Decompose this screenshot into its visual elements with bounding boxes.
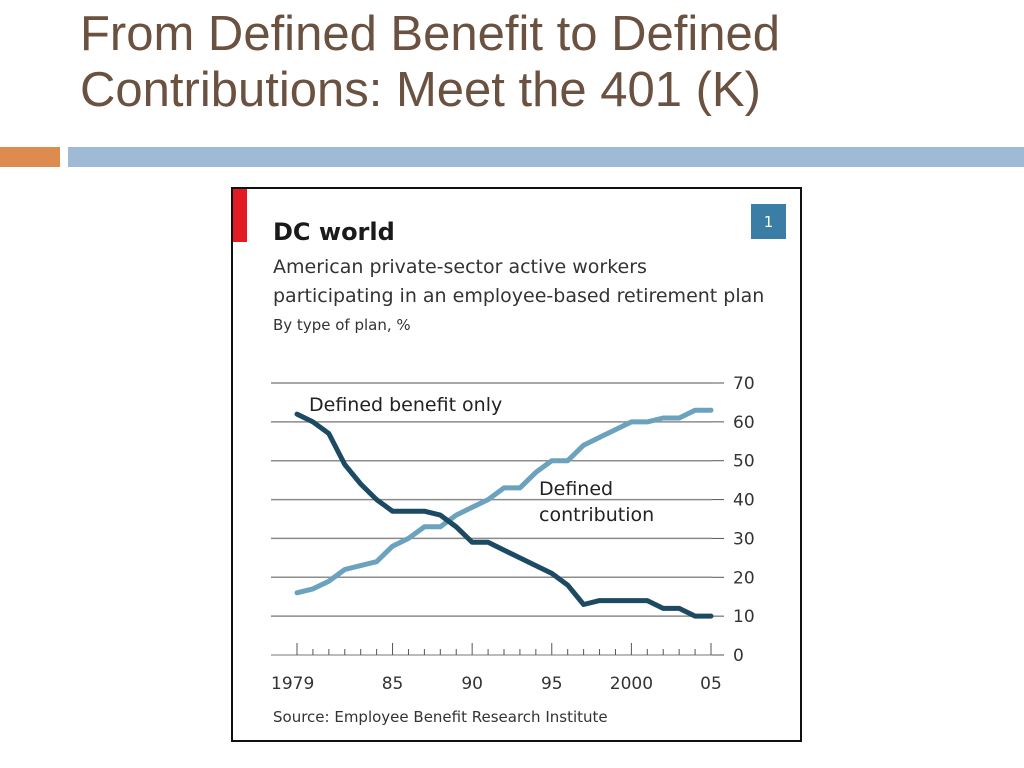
chart-title: DC world: [273, 218, 395, 246]
y-tick-label: 70: [733, 374, 755, 394]
y-tick-label: 0: [733, 646, 744, 666]
x-tick-label: 90: [461, 674, 483, 694]
y-tick-label: 10: [733, 607, 755, 627]
chart-number-badge-text: 1: [764, 213, 774, 231]
accent-bar-orange: [0, 147, 60, 167]
x-tick-label: 05: [700, 674, 722, 694]
plot-area: 0 10 20 30 40 50 60 70 1979 85 90 95 2000 05 Defined b…: [271, 374, 755, 694]
chart-frame: 1 DC world American private-sector activ…: [231, 187, 802, 742]
series-label-defined-contribution: contribution: [539, 504, 654, 526]
dc-world-chart: 1 DC world American private-sector activ…: [233, 189, 786, 726]
x-tick-label: 85: [382, 674, 404, 694]
accent-bar-blue: [68, 147, 1024, 167]
slide-title: From Defined Benefit to Defined Contribu…: [80, 7, 780, 117]
chart-unit-note: By type of plan, %: [273, 316, 411, 334]
y-tick-label: 30: [733, 529, 755, 549]
x-tick-label: 2000: [610, 674, 653, 694]
chart-subtitle-line-2: participating in an employee-based retir…: [273, 285, 764, 307]
y-tick-label: 50: [733, 452, 755, 472]
chart-source: Source: Employee Benefit Research Instit…: [273, 708, 608, 726]
series-line-defined-contribution: [294, 407, 714, 596]
series-line-defined-benefit: [294, 411, 714, 619]
series-label-defined-contribution: Defined: [539, 478, 613, 500]
chart-number-badge: [751, 204, 786, 239]
series-label-defined-benefit: Defined benefit only: [309, 394, 502, 416]
x-tick-label: 95: [541, 674, 563, 694]
x-tick-label: 1979: [271, 674, 314, 694]
y-tick-label: 40: [733, 491, 755, 511]
y-tick-label: 20: [733, 568, 755, 588]
y-tick-label: 60: [733, 413, 755, 433]
red-accent-tab: [233, 189, 247, 242]
chart-subtitle-line-1: American private-sector active workers: [273, 256, 647, 278]
